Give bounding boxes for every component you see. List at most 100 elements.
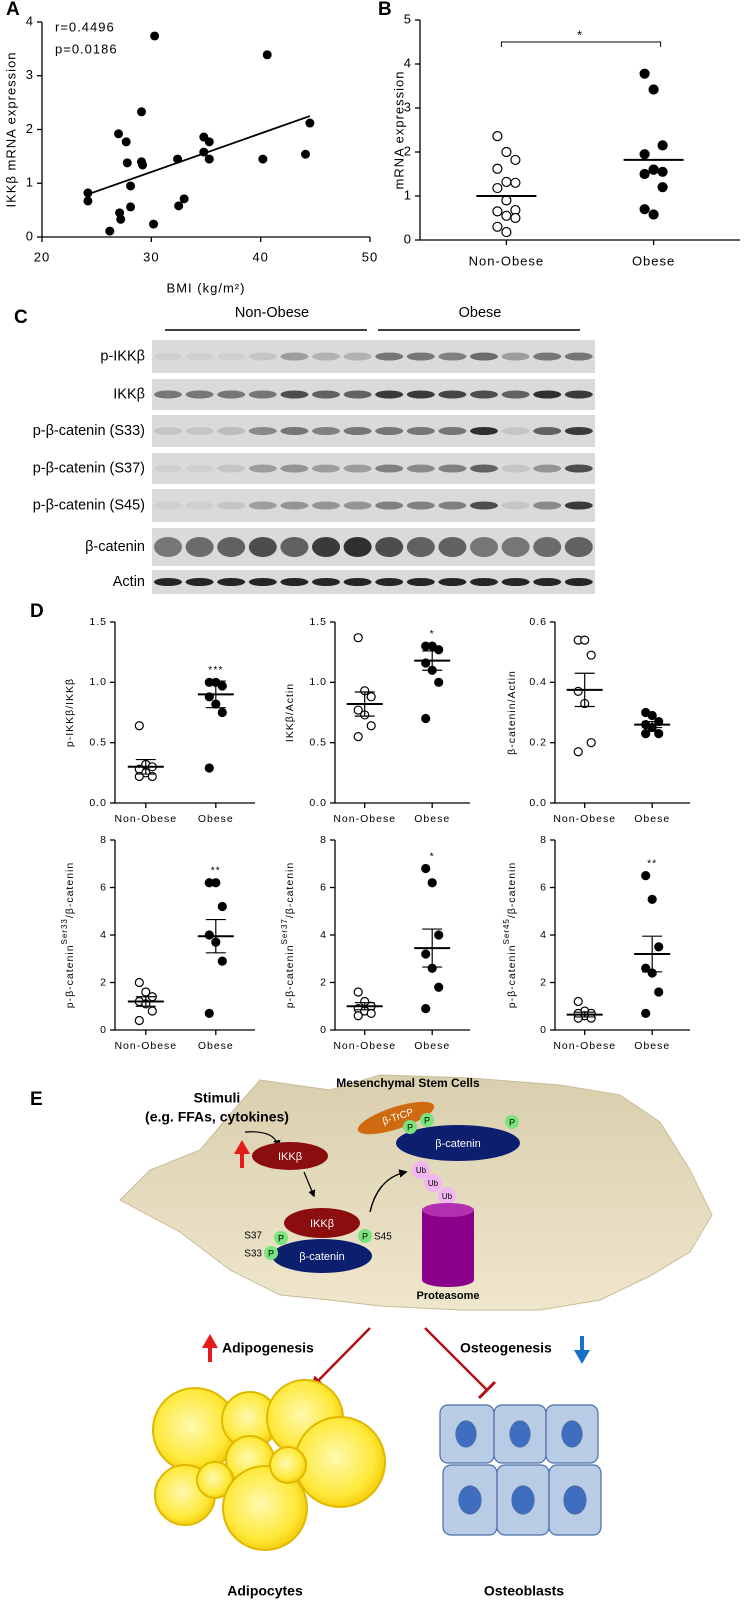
ikkb-label: IKKβ: [278, 1151, 302, 1163]
point: [492, 221, 503, 232]
y-tick-label: 1.5: [309, 616, 327, 628]
band: [154, 578, 182, 586]
x-tick-label: Non-Obese: [469, 253, 544, 268]
chart: 0 2 4 6 8 p-β-cateninSer37/β-catenin Non-Obese…: [280, 834, 470, 1052]
band: [248, 464, 277, 473]
band: [185, 464, 214, 473]
point: [586, 650, 596, 660]
nucleus: [511, 1485, 535, 1515]
band: [533, 390, 562, 399]
point: [353, 1011, 363, 1021]
y-tick-label: 1: [26, 175, 34, 190]
y-tick-label: 0.6: [529, 616, 547, 628]
band: [438, 578, 467, 586]
band: [375, 464, 404, 473]
phospho: [274, 1231, 288, 1245]
point: [434, 930, 444, 940]
band: [280, 464, 309, 473]
point: [639, 149, 650, 160]
chart: 0.0 0.2 0.4 0.6 β-catenin/Actin Non-Obese Obes…: [506, 616, 690, 825]
group-label: Non-Obese: [235, 305, 309, 321]
band: [154, 537, 182, 557]
band: [375, 390, 404, 399]
y-axis-label: β-catenin/Actin: [506, 670, 518, 755]
point: [434, 645, 444, 655]
y-axis-label-part: p-β-catenin: [506, 944, 518, 1008]
band: [280, 352, 309, 361]
y-tick-label: 2: [320, 976, 327, 988]
band: [248, 427, 277, 435]
point: [657, 140, 668, 151]
point: [647, 710, 657, 721]
y-tick-label: 1.5: [89, 616, 107, 628]
band: [248, 390, 277, 399]
fat-cell: [294, 1416, 386, 1508]
band: [406, 537, 435, 557]
x-tick-label: 30: [143, 249, 159, 264]
trendline: [85, 115, 311, 196]
btrcp-node: [357, 1101, 435, 1135]
y-axis-label: p-β-cateninSer33/β-catenin: [60, 862, 76, 1008]
band: [248, 352, 277, 361]
panel-label: B: [378, 0, 392, 20]
point: [217, 681, 227, 691]
x-tick-label: Non-Obese: [553, 813, 616, 825]
y-tick-label: 3: [404, 99, 412, 114]
band: [375, 501, 404, 510]
y-axis-label-part: p-β-catenin: [284, 944, 296, 1008]
cell-label: Mesenchymal Stem Cells: [336, 1076, 480, 1090]
y-axis-label-part: /β-catenin: [64, 862, 76, 918]
y-tick-label: 0.0: [89, 797, 107, 809]
point: [434, 982, 444, 992]
down-arrow: [574, 1336, 590, 1364]
band: [564, 352, 593, 361]
ubiquitin-label: Ub: [416, 1166, 427, 1175]
point: [204, 930, 214, 940]
adipocytes: [152, 1379, 386, 1551]
band: [375, 352, 404, 361]
band: [312, 352, 340, 361]
point: [586, 738, 596, 748]
band: [343, 578, 372, 586]
point: [305, 118, 315, 128]
y-tick-label: 1.0: [89, 676, 107, 688]
point: [641, 1008, 651, 1018]
point: [174, 201, 184, 211]
band: [438, 537, 467, 557]
chart: 0.0 0.5 1.0 1.5 IKKβ/Actin Non-Obese Obese *: [284, 616, 470, 825]
row-label: IKKβ: [113, 386, 145, 402]
bcatenin-node: [272, 1239, 372, 1273]
y-axis-label-part: Ser45: [502, 918, 511, 944]
panel-label: E: [30, 1089, 43, 1110]
phospho: [264, 1246, 278, 1260]
x-tick-label: Non-Obese: [553, 1040, 616, 1052]
y-tick-label: 0: [540, 1024, 547, 1036]
band: [312, 464, 340, 473]
point: [147, 1006, 157, 1016]
band: [470, 537, 498, 557]
y-tick-label: 0.0: [529, 797, 547, 809]
band: [343, 352, 372, 361]
band: [248, 501, 277, 510]
point: [510, 154, 521, 166]
band: [217, 464, 246, 473]
y-tick-label: 0: [26, 228, 34, 243]
point: [262, 50, 272, 60]
nucleus: [561, 1420, 583, 1448]
x-axis-label: BMI (kg/m²): [167, 280, 246, 295]
phospho-label: P: [509, 1117, 515, 1127]
y-axis-label: p-IKKβ/IKKβ: [64, 678, 76, 747]
row-label: β-catenin: [85, 539, 145, 555]
band: [217, 427, 246, 435]
osteogenesis-label: Osteogenesis: [460, 1340, 552, 1356]
row-label: p-β-catenin (S45): [33, 497, 145, 513]
point: [141, 987, 151, 997]
osteoblasts: [439, 1404, 602, 1536]
band: [438, 390, 467, 399]
point: [641, 871, 651, 881]
y-axis-label-part: /β-catenin: [284, 862, 296, 918]
point: [83, 196, 93, 206]
band: [343, 537, 372, 557]
point: [300, 149, 310, 159]
